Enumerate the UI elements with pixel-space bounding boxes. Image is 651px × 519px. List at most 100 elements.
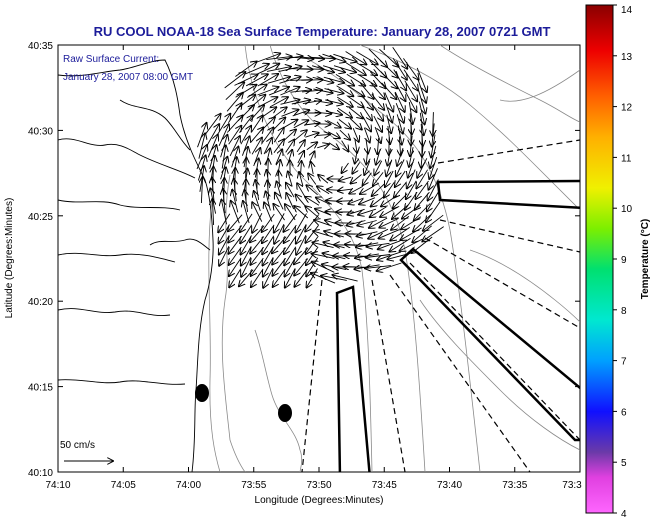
y-tick-label: 40:15 bbox=[28, 383, 53, 394]
current-vector bbox=[429, 156, 438, 179]
current-vector bbox=[372, 104, 383, 121]
current-vector bbox=[284, 224, 297, 243]
current-vector bbox=[379, 229, 400, 239]
current-vector bbox=[359, 82, 373, 99]
current-vector bbox=[416, 180, 429, 199]
current-vector bbox=[412, 236, 433, 253]
current-vector bbox=[403, 69, 418, 91]
current-vector bbox=[263, 246, 274, 266]
current-vector bbox=[280, 87, 299, 96]
current-vector bbox=[405, 191, 418, 210]
current-vector bbox=[281, 110, 299, 117]
radial-lines bbox=[301, 139, 580, 472]
current-vector bbox=[228, 214, 243, 232]
current-vector bbox=[384, 182, 395, 197]
x-tick-label: 73:35 bbox=[502, 480, 527, 491]
current-vector bbox=[228, 225, 243, 243]
current-vector bbox=[349, 118, 362, 130]
current-vector bbox=[381, 195, 398, 207]
current-vector bbox=[336, 96, 353, 107]
current-vector bbox=[371, 195, 386, 207]
current-vector bbox=[418, 90, 426, 113]
current-vector bbox=[380, 206, 399, 217]
current-vector bbox=[218, 213, 231, 233]
radar-outline bbox=[335, 285, 371, 472]
current-vector bbox=[239, 269, 254, 287]
current-vector bbox=[379, 217, 399, 227]
coastline-path bbox=[119, 99, 191, 151]
current-vector bbox=[240, 224, 253, 244]
colorbar-tick-label: 7 bbox=[621, 357, 627, 368]
current-vector bbox=[262, 235, 275, 255]
current-vector bbox=[256, 64, 280, 75]
current-vector bbox=[292, 110, 310, 117]
current-vector bbox=[400, 238, 423, 251]
current-vector bbox=[377, 262, 402, 271]
current-vector bbox=[417, 79, 426, 103]
current-vector bbox=[385, 103, 392, 123]
current-vector bbox=[388, 125, 390, 144]
current-vector bbox=[337, 107, 352, 117]
radar-outline bbox=[436, 179, 580, 209]
current-vector bbox=[392, 58, 407, 79]
current-vector bbox=[393, 193, 408, 209]
x-tick-label: 73:45 bbox=[372, 480, 397, 491]
current-vector bbox=[268, 87, 289, 96]
bathymetry-contour bbox=[499, 69, 580, 102]
current-vector bbox=[305, 206, 319, 219]
y-tick-label: 40:20 bbox=[28, 297, 53, 308]
current-vector bbox=[219, 235, 230, 254]
current-vector bbox=[377, 137, 378, 154]
current-vector bbox=[272, 247, 287, 265]
x-axis-ticks: 74:10 74:05 74:00 73:55 73:50 73:45 73:40 73:35… bbox=[45, 45, 582, 491]
current-vector bbox=[268, 159, 269, 177]
current-vector bbox=[351, 174, 362, 184]
current-vector bbox=[296, 224, 307, 243]
current-vector bbox=[409, 102, 412, 124]
current-annotation-line2: January 28, 2007 08:00 GMT bbox=[63, 72, 193, 83]
current-vector bbox=[263, 257, 274, 276]
current-vector bbox=[300, 69, 324, 70]
radial-line bbox=[301, 279, 323, 472]
current-vector bbox=[359, 197, 376, 205]
current-vector bbox=[274, 213, 285, 232]
current-vector bbox=[250, 116, 262, 133]
current-vector bbox=[369, 71, 385, 89]
current-vector bbox=[426, 201, 441, 223]
current-vector bbox=[346, 73, 365, 86]
current-vector bbox=[251, 268, 264, 287]
current-vector bbox=[241, 246, 252, 265]
current-vector bbox=[252, 202, 263, 222]
x-tick-label: 73:3 bbox=[562, 480, 582, 491]
current-vector bbox=[336, 85, 354, 96]
current-vector bbox=[361, 105, 372, 121]
current-vector bbox=[296, 234, 307, 255]
current-vector bbox=[428, 179, 439, 201]
current-vector bbox=[327, 120, 340, 128]
colorbar-tick-label: 13 bbox=[621, 52, 633, 63]
current-vector bbox=[358, 208, 377, 215]
current-vector bbox=[394, 182, 407, 197]
current-vector bbox=[304, 123, 319, 125]
current-vector bbox=[363, 127, 369, 143]
current-vector bbox=[415, 191, 430, 210]
current-vector bbox=[252, 212, 263, 233]
current-vector bbox=[288, 57, 314, 59]
current-vector bbox=[241, 235, 252, 255]
x-tick-label: 74:00 bbox=[176, 480, 201, 491]
current-vector bbox=[374, 126, 381, 143]
bathymetry-contour bbox=[208, 199, 221, 472]
radial-line bbox=[439, 219, 580, 253]
current-vector bbox=[266, 56, 291, 59]
current-vector bbox=[357, 220, 377, 226]
y-axis-ticks: 40:10 40:15 40:20 40:25 40:30 40:35 bbox=[28, 41, 580, 479]
current-vector bbox=[269, 97, 288, 108]
current-vector bbox=[284, 246, 297, 266]
current-vector bbox=[396, 159, 405, 177]
current-vector bbox=[372, 183, 385, 196]
colorbar-tick-label: 8 bbox=[621, 306, 627, 317]
current-vector bbox=[313, 101, 332, 104]
current-vector bbox=[306, 185, 318, 196]
colorbar-tick-label: 9 bbox=[621, 255, 627, 266]
current-vector bbox=[391, 215, 410, 230]
